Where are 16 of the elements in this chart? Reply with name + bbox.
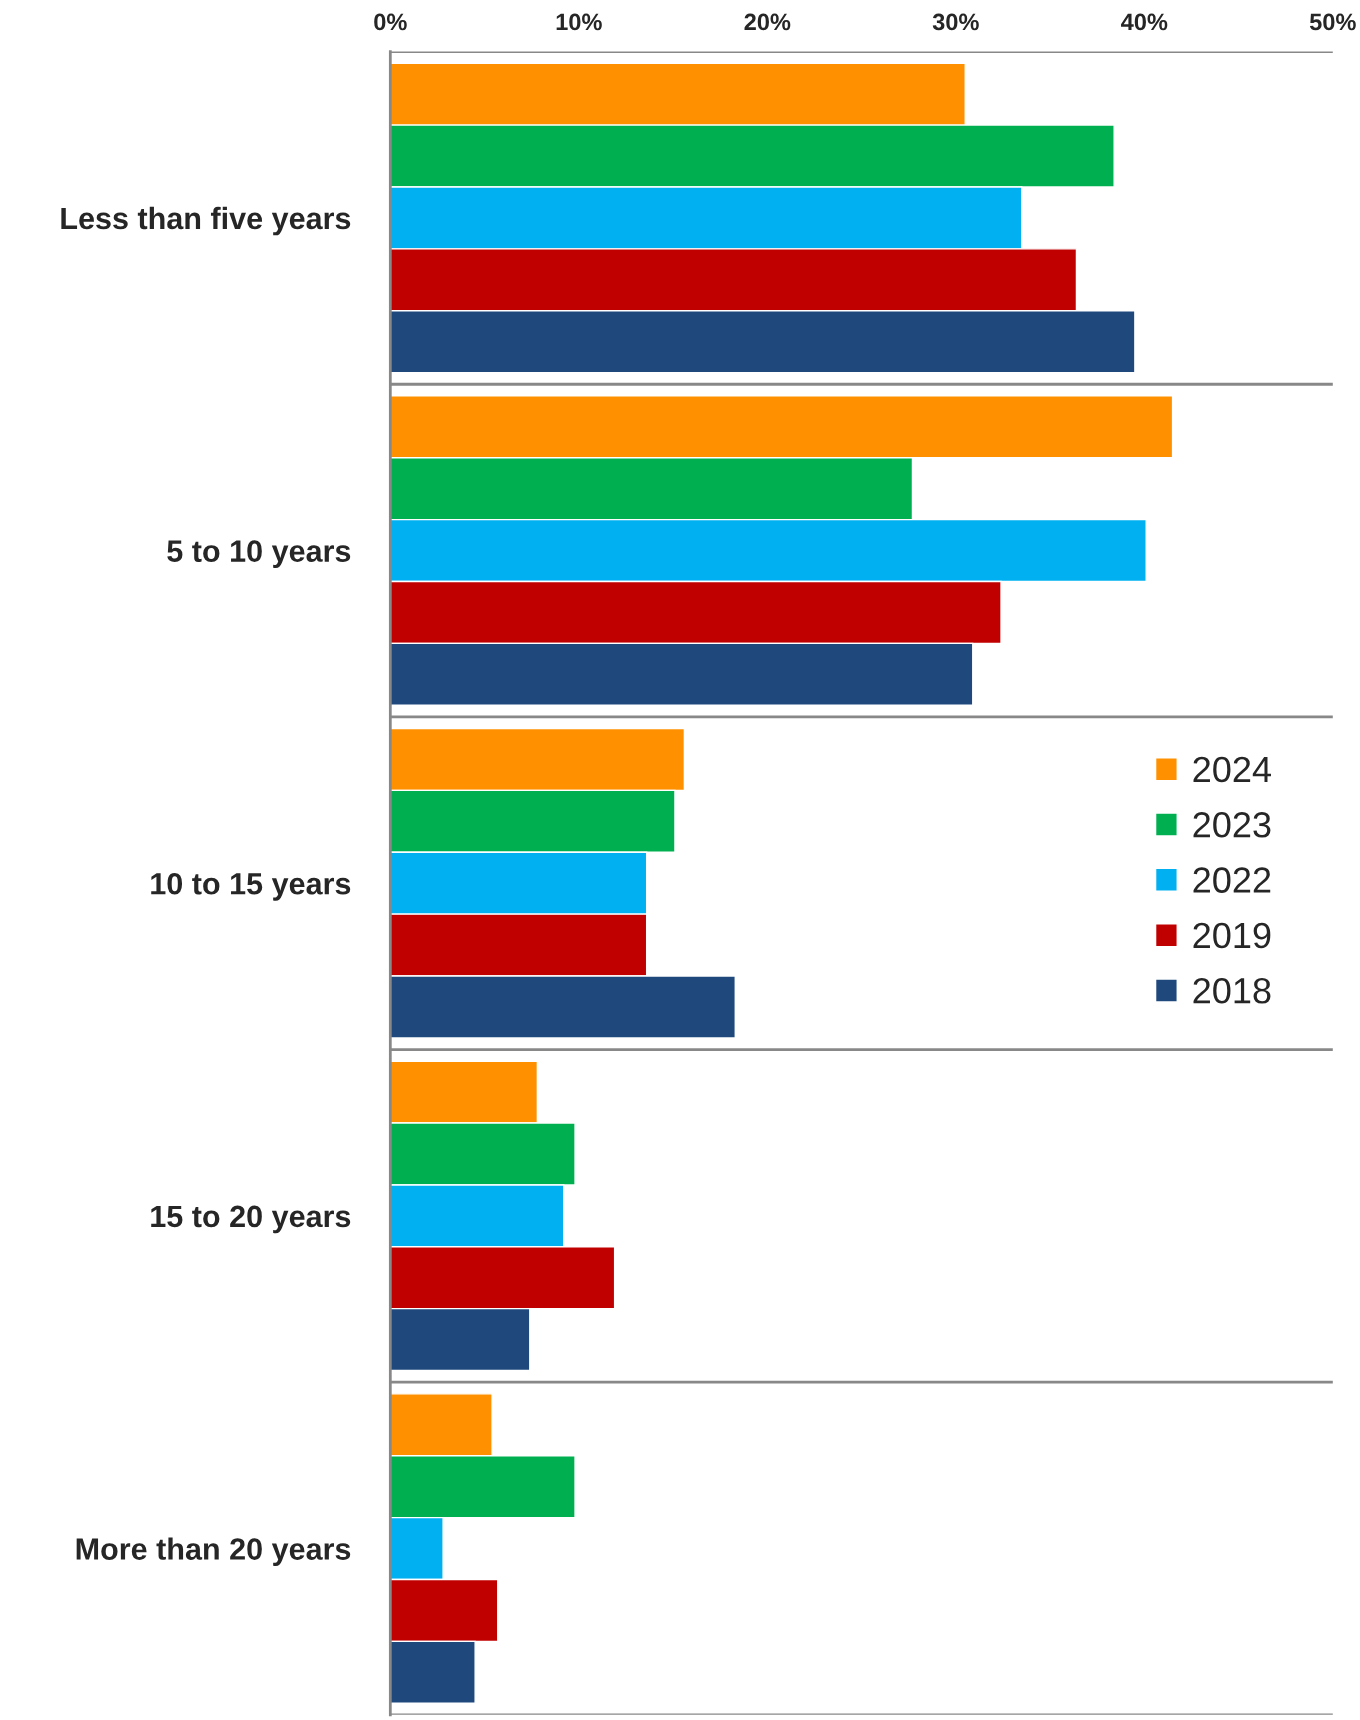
legend-label: 2024 xyxy=(1193,756,1271,783)
legend-label: 2023 xyxy=(1193,812,1271,838)
y-tick-label: 15 to 20 years xyxy=(151,1205,351,1234)
y-tick-label: 10 to 15 years xyxy=(151,872,351,901)
legend-label: 2018 xyxy=(1193,978,1271,1004)
legend-label: 2019 xyxy=(1193,922,1271,949)
x-tick-label: 50% xyxy=(1309,13,1356,31)
x-tick-label: 20% xyxy=(744,13,791,31)
x-tick-label: 0% xyxy=(374,13,407,31)
x-tick-label: 30% xyxy=(932,13,979,31)
x-tick-label: 40% xyxy=(1121,13,1168,31)
y-tick-label: 5 to 10 years xyxy=(167,540,351,568)
y-tick-label: More than 20 years xyxy=(76,1537,351,1566)
y-tick-label: Less than five years xyxy=(61,206,351,236)
legend-label: 2022 xyxy=(1193,867,1271,893)
x-tick-label: 10% xyxy=(556,13,602,31)
